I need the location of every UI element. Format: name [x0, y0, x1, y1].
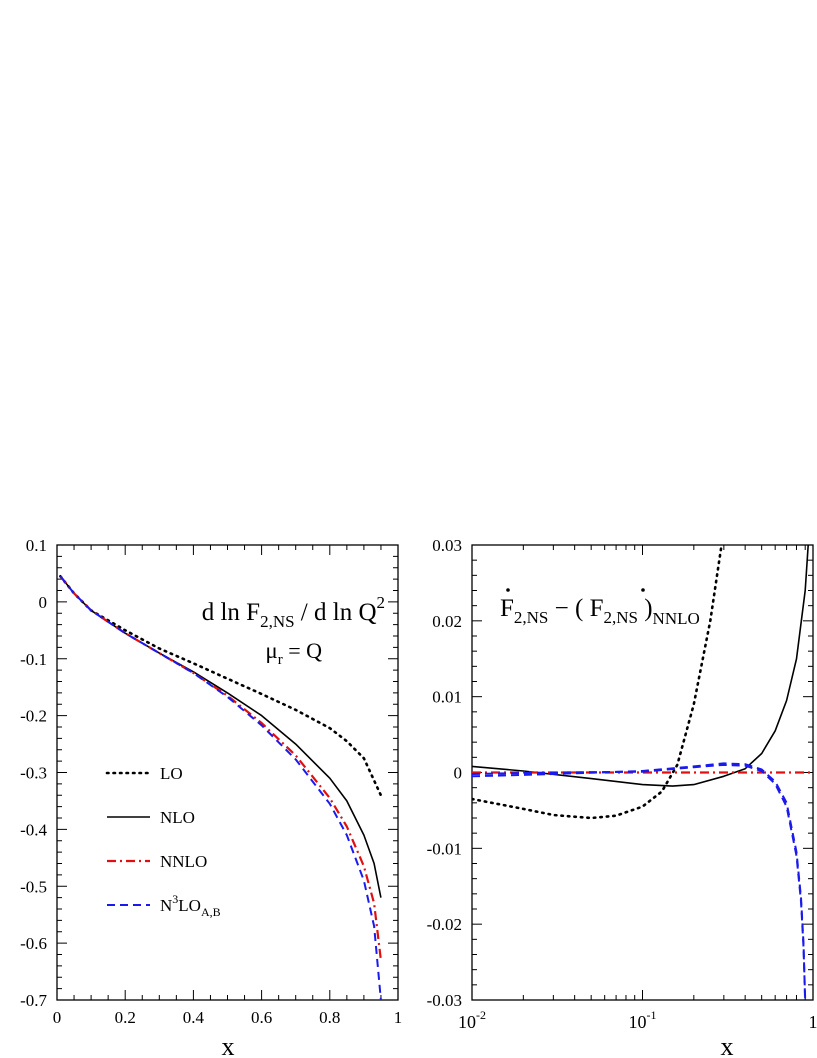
title-f: F: [590, 595, 604, 622]
y-tick-label: 0.1: [26, 536, 47, 555]
y-tick-label: -0.02: [427, 915, 462, 934]
y-tick-label: -0.2: [20, 707, 47, 726]
title-f: F: [500, 595, 514, 622]
right-plot-title: F2,NS − ( F2,NS )NNLO: [500, 595, 700, 628]
series-line-nnlo: [59, 575, 382, 961]
y-tick-label: 0.03: [432, 536, 462, 555]
x-tick-label: 0: [53, 1008, 62, 1027]
y-tick-label: 0: [39, 593, 48, 612]
y-tick-label: -0.6: [20, 934, 47, 953]
series-line-nlo: [472, 545, 810, 787]
series-line-n-lo-a-b: [59, 575, 382, 1000]
title-mid: / d ln Q: [295, 599, 377, 626]
x-tick-label: 10-2: [458, 1008, 486, 1032]
y-tick-label: -0.7: [20, 991, 47, 1010]
y-tick-label: 0: [454, 764, 463, 783]
legend-label: LO: [160, 764, 183, 783]
x-axis-title: x: [222, 1032, 235, 1058]
dot-accent: [641, 588, 645, 592]
y-tick-label: -0.4: [20, 820, 47, 839]
title-main: d ln F: [202, 599, 260, 626]
title-sup: 2: [377, 593, 386, 612]
legend-label: NLO: [160, 808, 195, 827]
legend-label: N3LOA,B: [160, 892, 221, 919]
legend-label: NNLO: [160, 852, 207, 871]
x-axis-title: x: [721, 1032, 734, 1058]
y-tick-label: -0.3: [20, 764, 47, 783]
series-line-n-lo-b: [472, 762, 807, 1000]
y-tick-label: -0.01: [427, 839, 462, 858]
right-series-group: [472, 545, 813, 1000]
x-tick-label: 0.6: [251, 1008, 272, 1027]
series-line-lo: [472, 545, 723, 820]
x-tick-label: 1: [809, 1012, 817, 1032]
left-series-group: [59, 575, 383, 1000]
y-tick-label: -0.1: [20, 650, 47, 669]
scale-annotation: μr = Q: [265, 638, 322, 668]
x-tick-label: 0.4: [183, 1008, 205, 1027]
x-tick-label: 0.8: [319, 1008, 340, 1027]
dot-accent: [506, 588, 510, 592]
y-tick-label: -0.5: [20, 877, 47, 896]
x-tick-label: 10-1: [629, 1008, 657, 1032]
x-tick-label: 1: [394, 1008, 403, 1027]
left-plot-title: d ln F2,NS / d ln Q2: [202, 593, 385, 631]
y-tick-label: 0.01: [432, 688, 462, 707]
y-tick-label: 0.02: [432, 612, 462, 631]
y-tick-label: -0.03: [427, 991, 462, 1010]
series-line-n-lo-a: [472, 763, 807, 1000]
title-sub: 2,NS: [260, 612, 294, 631]
x-tick-label: 0.2: [115, 1008, 136, 1027]
